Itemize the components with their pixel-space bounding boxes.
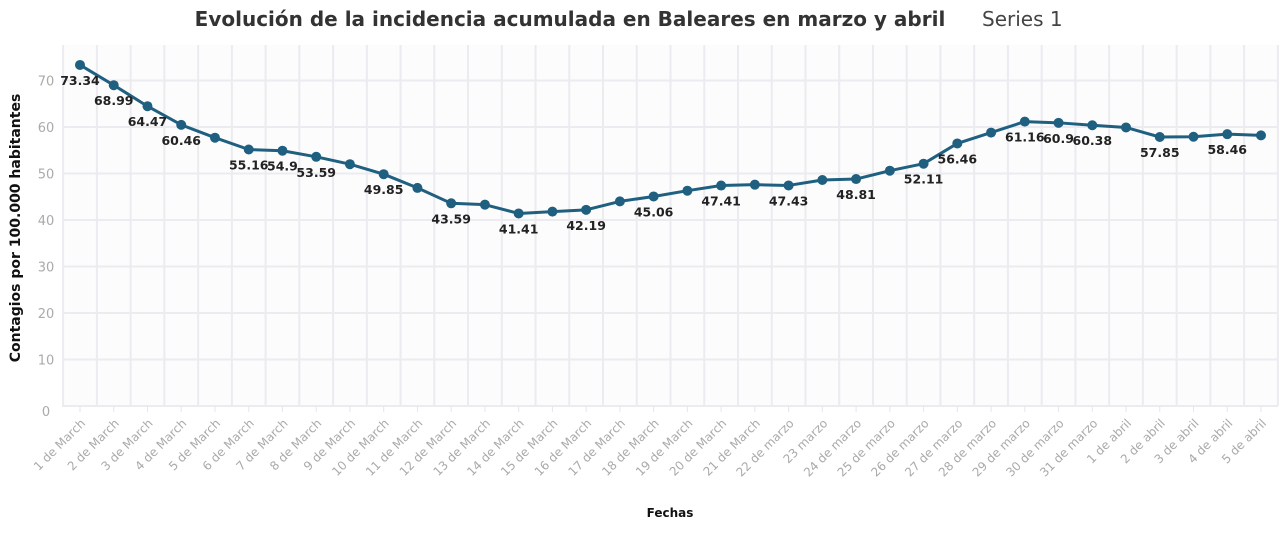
- data-point: [479, 199, 490, 210]
- data-point: [142, 101, 153, 112]
- data-label: 52.11: [904, 172, 944, 187]
- data-point: [682, 185, 693, 196]
- data-point: [851, 174, 862, 185]
- data-label: 58.46: [1207, 142, 1247, 157]
- data-label: 60.46: [161, 133, 201, 148]
- data-point: [884, 165, 895, 176]
- data-point: [817, 175, 828, 186]
- data-point: [749, 179, 760, 190]
- data-point: [986, 127, 997, 138]
- data-point: [176, 119, 187, 130]
- data-label: 56.46: [938, 151, 978, 166]
- data-label: 60.38: [1073, 133, 1113, 148]
- data-label: 61.16: [1005, 130, 1045, 145]
- data-point: [648, 191, 659, 202]
- data-point: [1019, 116, 1030, 127]
- data-point: [1256, 130, 1266, 141]
- y-tick-label: 60: [38, 121, 55, 136]
- data-point: [243, 144, 254, 155]
- data-label: 55.16: [229, 158, 269, 173]
- grid: [62, 45, 1279, 407]
- data-point: [1222, 129, 1233, 140]
- data-label: 60.9: [1043, 131, 1074, 146]
- data-point: [75, 59, 85, 70]
- series-line: [79, 63, 1262, 215]
- data-point: [1154, 131, 1165, 142]
- data-point: [108, 80, 119, 91]
- data-point: [344, 159, 355, 170]
- data-label: 43.59: [431, 211, 471, 226]
- data-point: [581, 204, 592, 215]
- data-point: [716, 180, 727, 191]
- y-tick-label: 20: [38, 307, 55, 322]
- y-tick-label: 40: [38, 214, 55, 229]
- y-axis: 0 10 20 30 40 50 60 70: [38, 75, 55, 421]
- data-label: 73.34: [60, 73, 100, 88]
- data-point: [952, 138, 963, 149]
- data-label: 45.06: [634, 204, 674, 219]
- y-tick-label: 50: [38, 168, 55, 183]
- data-label: 49.85: [364, 182, 404, 197]
- y-tick-label: 70: [38, 75, 55, 90]
- data-point: [918, 158, 929, 169]
- x-axis-title: Fechas: [647, 506, 694, 520]
- data-point: [446, 198, 457, 209]
- data-label: 57.85: [1140, 145, 1180, 160]
- y-tick-label: 30: [38, 261, 55, 276]
- chart-title: Evolución de la incidencia acumulada en …: [195, 7, 946, 31]
- data-point: [1121, 122, 1132, 133]
- data-label: 68.99: [94, 93, 134, 108]
- data-point: [209, 132, 220, 143]
- data-point: [412, 182, 423, 193]
- data-point: [1053, 117, 1064, 128]
- data-label: 53.59: [296, 165, 336, 180]
- data-point: [1188, 131, 1199, 142]
- data-label: 47.41: [701, 194, 741, 209]
- data-label: 54.9: [267, 159, 298, 174]
- data-point: [1087, 120, 1098, 131]
- series-points: [75, 59, 1266, 219]
- data-point: [378, 169, 389, 180]
- data-label: 42.19: [566, 218, 606, 233]
- data-point: [547, 206, 558, 217]
- y-tick-label: 0: [42, 405, 50, 420]
- y-tick-label: 10: [38, 354, 55, 369]
- data-label: 48.81: [836, 187, 876, 202]
- data-point: [513, 208, 524, 219]
- legend-entry[interactable]: Series 1: [982, 7, 1063, 31]
- data-point: [614, 196, 625, 207]
- data-point: [277, 145, 288, 156]
- data-label: 64.47: [128, 114, 168, 129]
- data-label: 41.41: [499, 221, 539, 236]
- data-point: [311, 151, 322, 162]
- data-label: 47.43: [769, 193, 809, 208]
- data-point: [783, 180, 794, 191]
- y-axis-title: Contagios por 100.000 habitantes: [8, 94, 24, 363]
